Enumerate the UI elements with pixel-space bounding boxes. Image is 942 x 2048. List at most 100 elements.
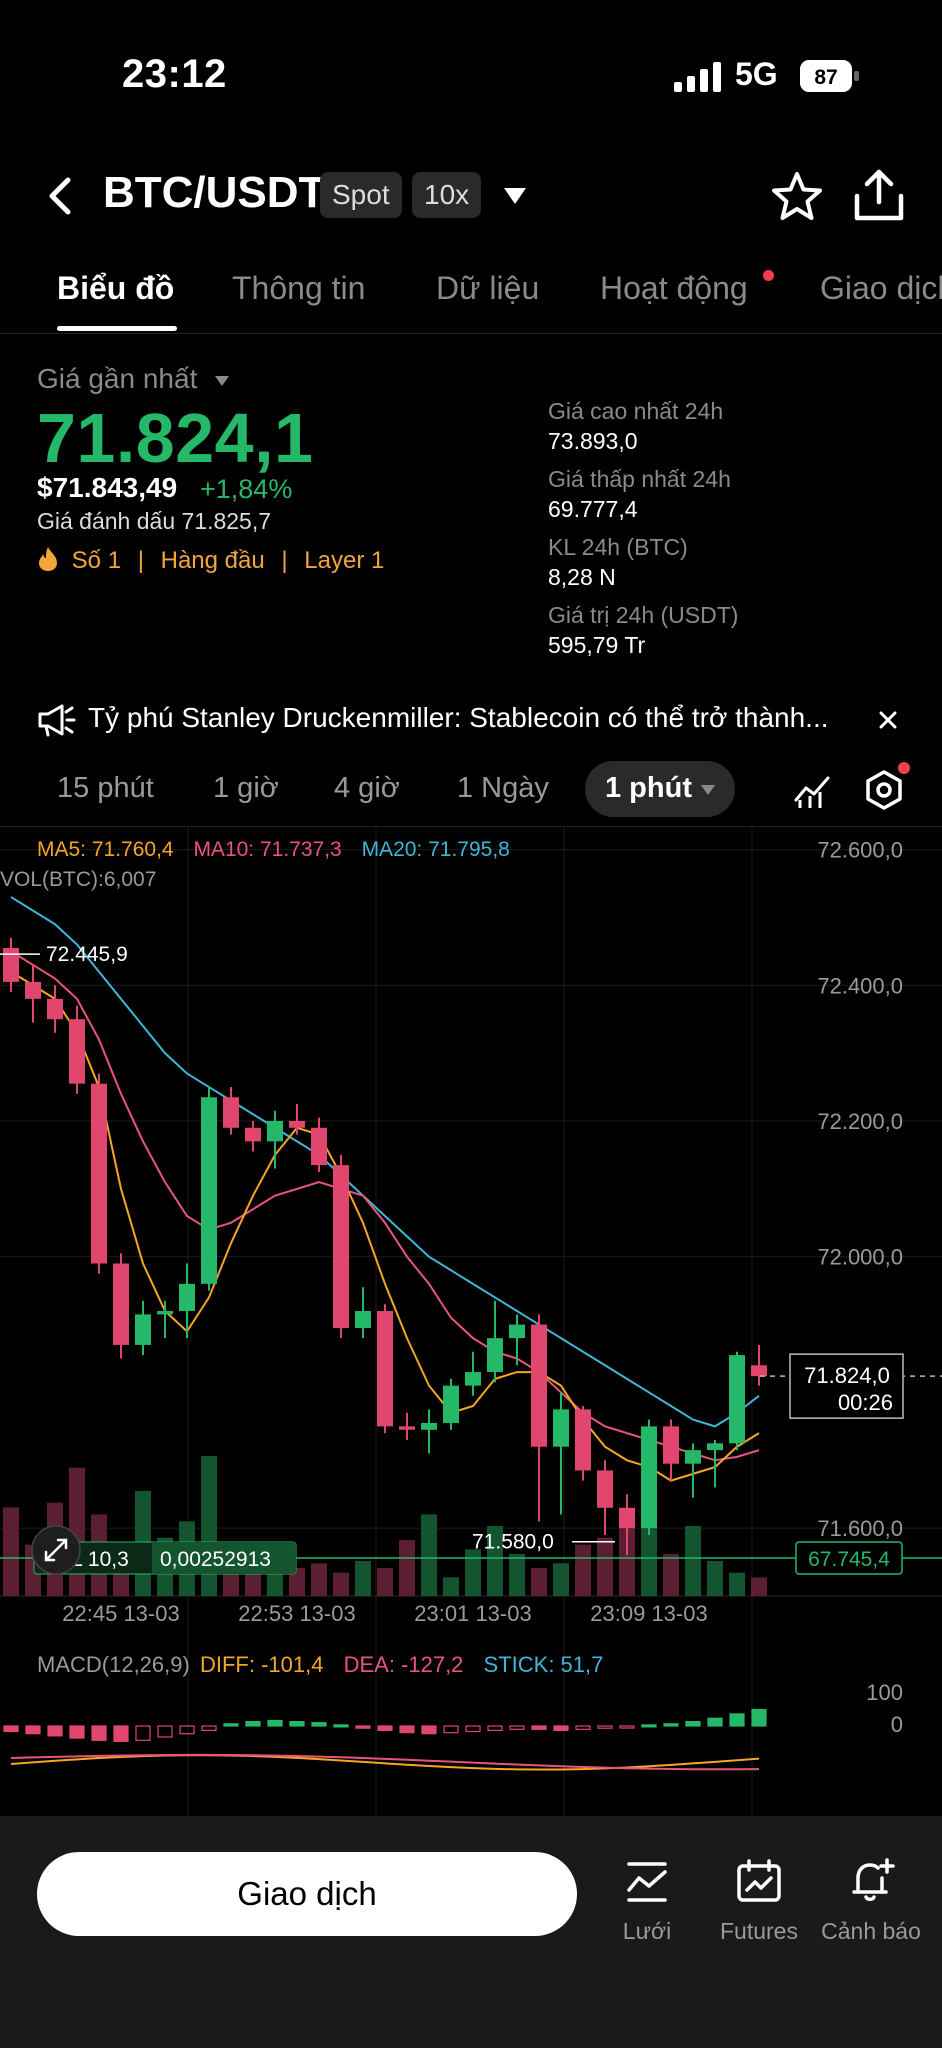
indicator-icon[interactable] [792,770,832,810]
ma10-value: MA10: 71.737,3 [193,838,342,861]
macd-bar [619,1725,635,1729]
tag-rank[interactable]: Số 1 [71,547,122,574]
candle-body [553,1409,569,1447]
candlestick-chart[interactable]: 72.600,0 72.400,0 72.200,0 72.000,0 71.600,0… [0,826,942,1816]
macd-bar [69,1725,85,1739]
settings-icon[interactable] [862,768,906,812]
stat-high-label: Giá cao nhất 24h [548,398,724,424]
usd-price: $71.843,49 [37,472,178,503]
macd-bar [641,1724,657,1728]
caret-down-icon[interactable] [214,375,230,387]
stat-low-value: 69.777,4 [548,496,638,522]
news-headline[interactable]: Tỷ phú Stanley Druckenmiller: Stablecoin… [88,702,829,733]
high-marker-label: 72.445,9 [46,943,128,966]
interval-active[interactable]: 1 phút [605,772,692,804]
macd-stick: STICK: 51,7 [483,1652,604,1677]
leverage-tag: 10x [412,172,482,218]
ma20-value: MA20: 71.795,8 [361,838,510,861]
candle-body [289,1121,305,1128]
candle-body [245,1127,261,1142]
macd-bar [289,1720,305,1727]
volume-bar [465,1549,481,1596]
macd-bar [3,1725,19,1733]
macd-bar [355,1725,371,1729]
macd-dea-line [10,1753,760,1771]
close-icon[interactable] [874,706,902,734]
battery-level: 87 [814,66,837,89]
tab-activity[interactable]: Hoạt động [600,270,748,306]
chevron-down-icon[interactable] [500,184,530,208]
candle-body [47,998,63,1020]
candle-body [707,1443,723,1451]
low-marker-label: 71.580,0 [472,1531,554,1554]
macd-bar [157,1725,173,1738]
futures-label[interactable]: Futures [720,1918,798,1944]
share-icon[interactable] [852,168,906,224]
volume-bar [487,1526,503,1596]
bell-plus-icon[interactable] [848,1856,896,1904]
tag-top[interactable]: Hàng đầu [160,547,265,574]
macd-bar [399,1725,415,1734]
volume-bar [399,1540,415,1596]
star-icon[interactable] [770,170,824,224]
stat-low-label: Giá thấp nhất 24h [548,466,731,492]
entry-price-badge [795,1541,903,1575]
price-change: +1,84% [200,474,293,504]
interval-15m[interactable]: 15 phút [57,772,154,804]
divider [0,826,942,827]
stat-volume-label: KL 24h (BTC) [548,534,688,560]
candle-body [157,1311,173,1315]
grid-chart-icon[interactable] [623,1858,671,1906]
macd-bar [311,1722,327,1727]
tag-layer[interactable]: Layer 1 [304,547,385,574]
divider [0,333,942,334]
candle-body [223,1097,239,1128]
macd-bar [575,1725,591,1730]
candle-body [333,1165,349,1328]
last-price-label[interactable]: Giá gần nhất [37,363,198,394]
category-tags: Số 1 | Hàng đầu | Layer 1 [37,546,384,575]
trade-button[interactable]: Giao dịch [37,1852,577,1936]
candle-body [509,1324,525,1339]
interval-4h[interactable]: 4 giờ [334,772,400,804]
tag-sep: | [281,547,288,574]
countdown-label: 00:26 [838,1390,893,1415]
macd-bar [333,1724,349,1728]
alert-label[interactable]: Cảnh báo [821,1918,921,1944]
tab-data[interactable]: Dữ liệu [436,270,540,306]
futures-icon[interactable] [735,1858,783,1906]
tab-chart[interactable]: Biểu đồ [57,270,175,306]
interval-1d[interactable]: 1 Ngày [457,772,549,804]
stat-turnover-value: 595,79 Tr [548,632,646,658]
interval-1h[interactable]: 1 giờ [213,772,279,804]
pair-title[interactable]: BTC/USDT [103,168,326,217]
back-icon[interactable] [44,174,78,218]
stat-turnover-label: Giá trị 24h (USDT) [548,602,739,628]
status-time: 23:12 [122,52,227,96]
candle-body [355,1311,371,1328]
volume-bar [333,1572,349,1596]
macd-bar [91,1725,107,1741]
macd-bar [377,1725,393,1732]
stat-volume-value: 8,28 N [548,564,616,590]
candle-body [443,1385,459,1423]
macd-bar [509,1725,525,1730]
fire-icon [39,547,57,571]
tab-info[interactable]: Thông tin [232,270,366,306]
macd-bar [179,1725,195,1735]
y-tick-label: 72.600,0 [817,838,903,863]
candle-body [421,1422,437,1430]
notification-dot [898,762,910,774]
macd-bar [597,1725,613,1729]
volume-bar [597,1537,613,1596]
candle-body [619,1507,635,1529]
tab-trading[interactable]: Giao dịch [820,270,942,306]
candle-body [311,1127,327,1166]
y-tick-label: 72.200,0 [817,1109,903,1134]
pnl-size-badge [152,1542,296,1574]
candle-body [531,1324,547,1447]
grid-label[interactable]: Lưới [622,1918,672,1944]
caret-down-icon[interactable] [700,784,716,796]
candle-body [641,1426,657,1529]
pnl-size: 0,00252913 [160,1548,271,1571]
